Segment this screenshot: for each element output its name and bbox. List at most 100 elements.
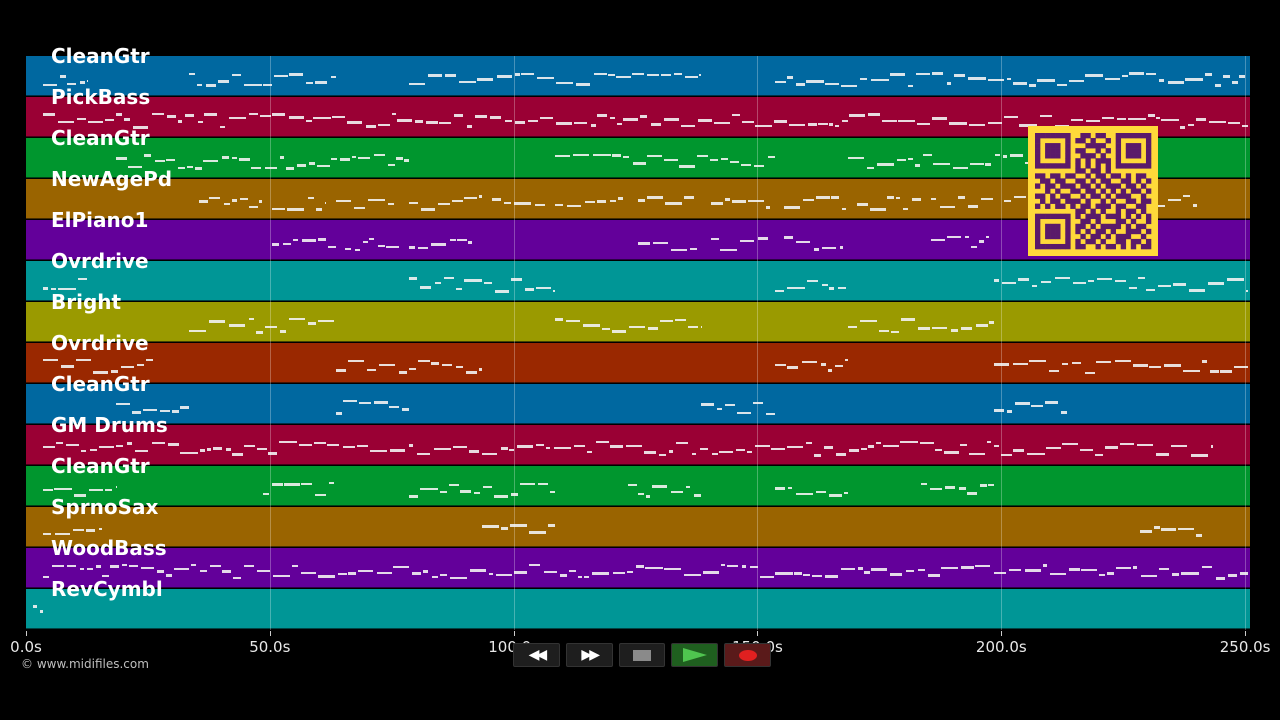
midi-note — [582, 324, 600, 327]
midi-note — [1080, 449, 1094, 451]
midi-note — [166, 574, 173, 577]
midi-note — [408, 495, 419, 498]
qr-module — [1125, 148, 1132, 154]
midi-note — [514, 121, 526, 124]
midi-note — [1128, 287, 1137, 289]
midi-note — [1210, 370, 1219, 373]
midi-note — [1231, 81, 1238, 84]
midi-note — [652, 485, 668, 488]
midi-note — [408, 83, 426, 85]
midi-note — [80, 81, 86, 84]
midi-note — [944, 486, 956, 489]
qr-module — [1110, 243, 1116, 250]
midi-note — [358, 157, 370, 159]
midi-note — [122, 564, 128, 566]
qr-module — [1050, 153, 1056, 159]
midi-note — [1239, 75, 1245, 78]
midi-note — [279, 156, 285, 159]
qr-module — [1145, 228, 1152, 235]
qr-module — [1075, 163, 1081, 169]
play-button[interactable] — [671, 643, 719, 667]
qr-module — [1040, 178, 1046, 184]
track-name: CleanGtr — [51, 372, 150, 396]
midi-note — [348, 572, 356, 575]
midi-note — [87, 121, 103, 123]
qr-module — [1055, 223, 1061, 230]
midi-note — [408, 202, 419, 204]
midi-note — [280, 330, 287, 333]
midi-note — [946, 82, 952, 85]
midi-note — [757, 237, 768, 240]
qr-module — [1090, 178, 1096, 184]
midi-note — [1040, 281, 1052, 283]
midi-note — [77, 278, 87, 280]
qr-module — [1050, 233, 1056, 240]
midi-note — [514, 571, 528, 574]
qr-module — [1105, 213, 1111, 220]
qr-module — [1090, 168, 1096, 174]
midi-note — [1201, 566, 1212, 568]
qr-module — [1075, 243, 1081, 250]
midi-note — [831, 196, 840, 199]
midi-note — [1163, 364, 1181, 367]
midi-note — [953, 74, 965, 77]
qr-module — [1065, 138, 1071, 144]
midi-note — [521, 73, 535, 75]
midi-note — [116, 157, 127, 160]
midi-note — [75, 359, 92, 361]
qr-module — [1115, 183, 1122, 189]
midi-note — [52, 565, 65, 567]
midi-note — [823, 446, 833, 449]
midi-note — [796, 493, 813, 495]
record-button[interactable] — [724, 643, 771, 667]
qr-module — [1080, 208, 1086, 214]
midi-note — [935, 449, 943, 451]
midi-note — [444, 277, 455, 279]
midi-note — [632, 73, 645, 75]
fast-forward-button[interactable]: ▶▶ — [565, 643, 613, 667]
qr-module — [1070, 198, 1076, 204]
qr-module — [1065, 228, 1071, 235]
midi-note — [423, 570, 428, 573]
midi-note — [466, 371, 477, 374]
midi-note — [929, 488, 942, 490]
midi-note — [840, 85, 858, 87]
midi-note — [1140, 530, 1153, 533]
qr-module — [1035, 158, 1041, 164]
qr-module — [1050, 223, 1056, 230]
midi-note — [960, 327, 972, 330]
midi-note — [513, 202, 532, 205]
qr-module — [1080, 193, 1086, 199]
qr-module — [1100, 228, 1106, 235]
midi-note — [491, 198, 502, 201]
stop-button[interactable] — [618, 643, 666, 667]
qr-module — [1035, 193, 1041, 199]
midi-note — [345, 248, 352, 250]
midi-note — [841, 120, 849, 122]
midi-note — [754, 165, 765, 167]
midi-note — [111, 370, 119, 373]
midi-note — [592, 572, 610, 575]
midi-note — [408, 444, 414, 447]
midi-note — [814, 454, 821, 457]
qr-module — [1035, 243, 1041, 250]
midi-note — [376, 572, 392, 574]
midi-note — [724, 198, 731, 201]
midi-note — [836, 453, 846, 456]
qr-module — [1115, 238, 1122, 245]
midi-note — [510, 278, 522, 281]
qr-module — [1095, 163, 1101, 169]
midi-note — [199, 200, 208, 203]
midi-note — [932, 117, 947, 120]
axis-tick — [269, 631, 271, 636]
track-name: ElPiano1 — [51, 208, 149, 232]
midi-note — [1013, 449, 1024, 452]
midi-note — [416, 453, 431, 455]
midi-note — [608, 74, 616, 76]
midi-note — [825, 83, 839, 85]
midi-note — [944, 451, 959, 454]
midi-note — [687, 326, 698, 328]
rewind-button[interactable]: ◀◀ — [513, 643, 560, 667]
midi-note — [331, 158, 338, 160]
midi-note — [307, 322, 316, 325]
